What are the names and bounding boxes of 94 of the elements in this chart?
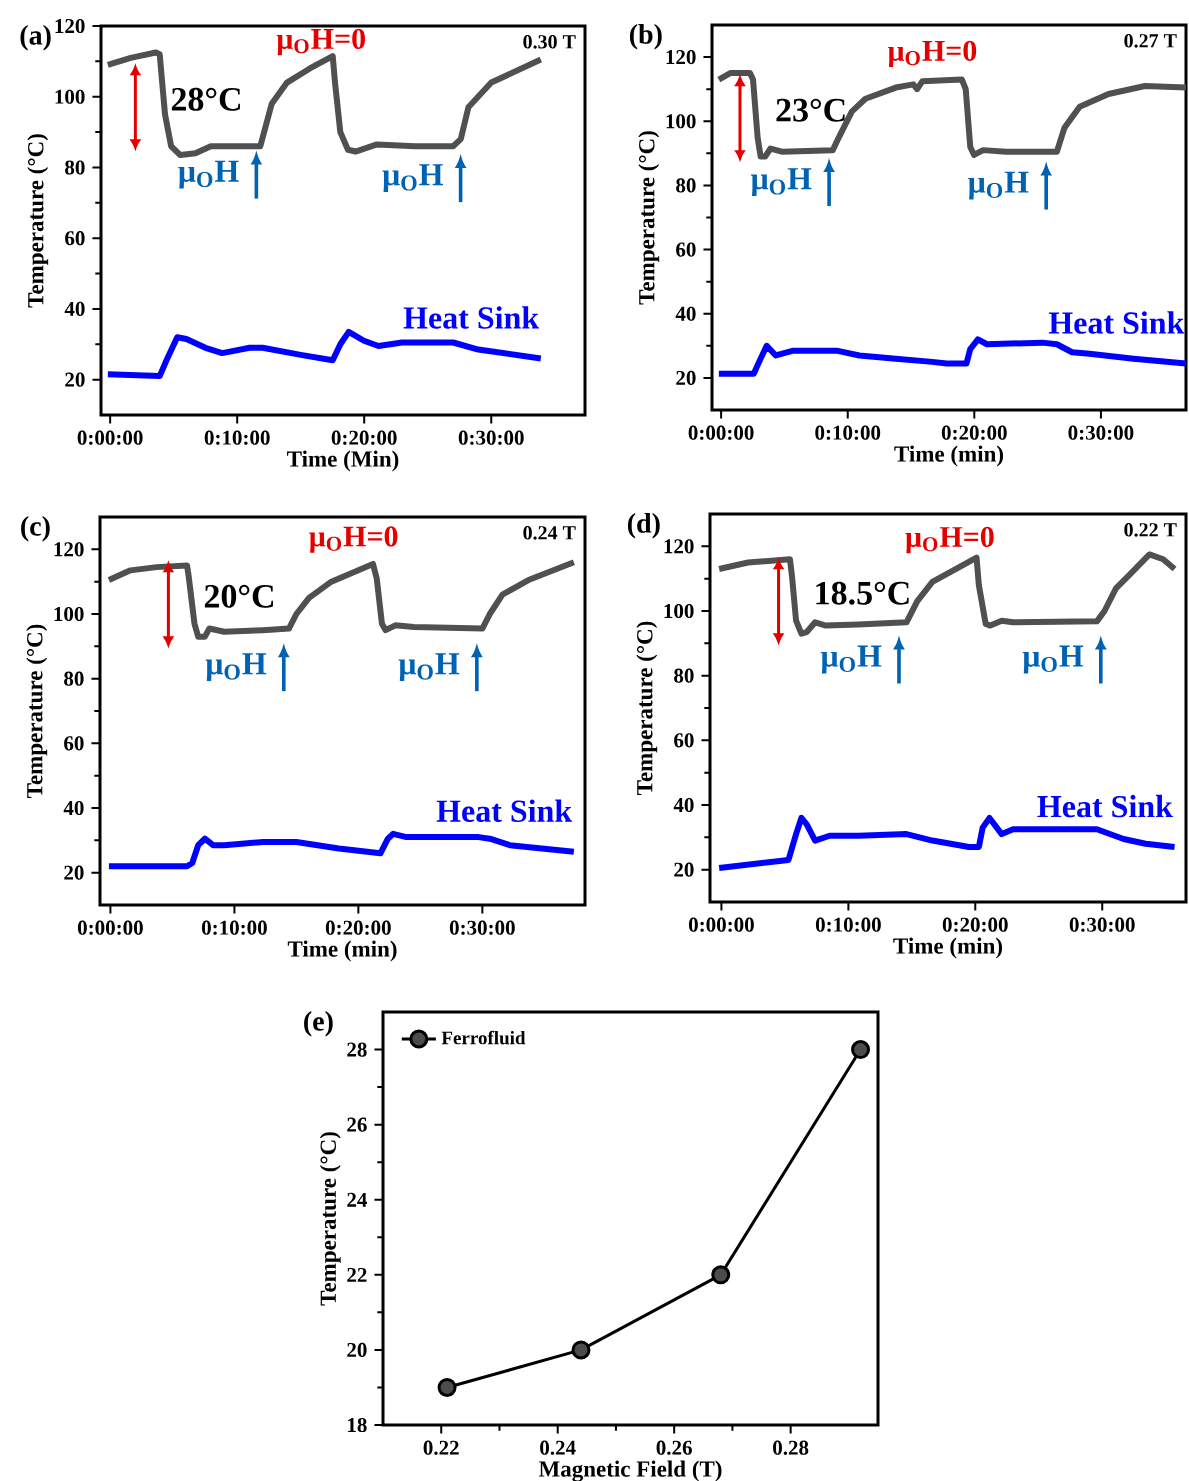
y-axis-title: Temperature (°C) <box>26 624 48 798</box>
x-tick-label: 0:20:00 <box>325 920 391 935</box>
x-tick-label: 0:10:00 <box>815 425 881 440</box>
annotation: μ$_{O}$H <box>1022 645 1084 674</box>
y-tick-label: 60 <box>64 736 84 751</box>
x-tick-label: 0:00:00 <box>77 430 143 445</box>
y-tick-label: 26 <box>347 1117 367 1132</box>
annotation: μ$_{O}$H <box>750 168 812 196</box>
chart-title: (c) <box>21 516 50 542</box>
y-tick-label: 24 <box>347 1192 367 1207</box>
point <box>571 1340 591 1360</box>
annotation: μ$_{O}$H <box>968 171 1029 200</box>
x-tick-label: 0:20:00 <box>942 917 1008 932</box>
annotation: μ$_{O}$H <box>178 160 239 189</box>
y-axis-title: Temperature (°C) <box>636 621 658 795</box>
annotation: μ$_{O}$H <box>820 645 882 674</box>
x-axis-title: Time (Min) <box>287 450 399 472</box>
y-tick-label: 60 <box>674 733 694 748</box>
y-tick-label: 40 <box>64 301 85 317</box>
y-tick-label: 100 <box>664 603 694 619</box>
y-tick-label: 120 <box>664 539 694 554</box>
x-tick-label: 0:00:00 <box>77 920 143 935</box>
x-tick-label: 0.24 <box>540 1440 576 1455</box>
y-tick-label: 22 <box>347 1267 367 1282</box>
annotation: μ$_{O}$H=0 <box>309 526 398 553</box>
series-label: Heat Sink <box>1048 311 1185 334</box>
y-tick-label: 80 <box>674 668 694 683</box>
y-tick-label: 100 <box>666 114 696 129</box>
point <box>437 1377 457 1397</box>
annotation: μ$_{O}$H <box>205 653 267 682</box>
y-tick-label: 60 <box>676 242 696 257</box>
x-tick-label: 0.22 <box>423 1440 459 1455</box>
y-tick-label: 120 <box>666 50 696 65</box>
y-tick-label: 60 <box>65 231 85 246</box>
chart-title: (a) <box>20 25 51 51</box>
y-tick-label: 80 <box>676 178 696 193</box>
x-axis-title: Time (min) <box>287 940 397 962</box>
x-tick-label: 0:00:00 <box>688 917 754 932</box>
annotation: 18.5°C <box>816 581 909 605</box>
annotation: μ$_{O}$H=0 <box>276 28 365 56</box>
x-tick-label: 0:00:00 <box>688 425 754 440</box>
x-axis-title: Time (min) <box>894 445 1004 467</box>
annotation: μ$_{O}$H=0 <box>905 526 994 554</box>
y-tick-label: 80 <box>64 671 84 686</box>
annotation: 20°C <box>204 584 274 608</box>
x-axis-title: Time (min) <box>893 937 1003 959</box>
x-tick-label: 0:20:00 <box>331 430 397 445</box>
y-axis-title: Temperature (°C) <box>319 1132 341 1306</box>
x-tick-label: 0:30:00 <box>1069 917 1135 932</box>
y-axis-title: Temperature (°C) <box>638 131 660 305</box>
y-tick-label: 120 <box>55 18 85 34</box>
annotation: μ$_{O}$H=0 <box>887 40 977 68</box>
y-tick-label: 40 <box>673 797 694 813</box>
y-tick-label: 18 <box>348 1417 367 1433</box>
y-tick-label: 20 <box>676 370 696 386</box>
y-axis-title: Temperature (°C) <box>27 134 49 308</box>
chart-title: (b) <box>629 24 662 50</box>
x-tick-label: 0.26 <box>656 1440 692 1455</box>
x-axis-title: Magnetic Field (T) <box>538 1460 722 1481</box>
chart-title: (d) <box>627 513 660 539</box>
series-label: Heat Sink <box>403 306 540 329</box>
x-tick-label: 0:20:00 <box>941 425 1007 440</box>
y-tick-label: 28 <box>347 1042 367 1057</box>
annotation: 28°C <box>171 87 240 111</box>
series-label: Heat Sink <box>436 799 573 822</box>
y-tick-label: 20 <box>64 865 84 880</box>
y-tick-label: 20 <box>65 372 85 387</box>
chart-title: (e) <box>304 1011 333 1037</box>
legend-label: Ferrofluid <box>441 1030 526 1045</box>
y-tick-label: 20 <box>347 1342 367 1358</box>
x-tick-label: 0:30:00 <box>1068 425 1134 440</box>
point <box>711 1265 731 1285</box>
x-tick-label: 0:30:00 <box>458 430 524 445</box>
chart-subtitle: 0.27 T <box>1124 34 1177 48</box>
chart-subtitle: 0.30 T <box>523 35 576 49</box>
chart-subtitle: 0.24 T <box>523 526 576 540</box>
y-tick-label: 20 <box>674 862 694 877</box>
x-tick-label: 0:10:00 <box>204 430 270 445</box>
y-tick-label: 40 <box>63 800 84 816</box>
x-tick-label: 0:10:00 <box>815 917 881 932</box>
point <box>851 1040 871 1060</box>
y-tick-label: 120 <box>54 542 84 557</box>
y-tick-label: 80 <box>65 160 85 175</box>
y-tick-label: 40 <box>675 306 696 321</box>
annotation: 23°C <box>776 98 845 122</box>
annotation: μ$_{O}$H <box>382 164 443 192</box>
series-label: Heat Sink <box>1037 794 1173 818</box>
annotation: μ$_{O}$H <box>398 653 460 682</box>
x-tick-label: 0:30:00 <box>449 920 515 935</box>
y-tick-label: 100 <box>54 606 84 622</box>
x-tick-label: 0.28 <box>773 1440 809 1455</box>
chart-subtitle: 0.22 T <box>1124 523 1177 537</box>
x-tick-label: 0:10:00 <box>201 920 267 935</box>
y-tick-label: 100 <box>55 89 85 104</box>
